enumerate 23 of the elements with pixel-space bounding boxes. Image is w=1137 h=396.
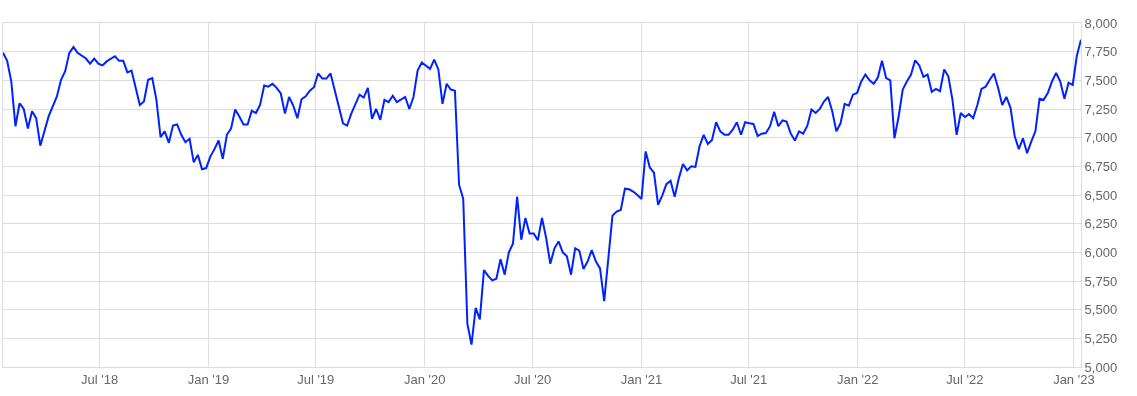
y-tick-label: 6,500: [1084, 187, 1118, 203]
line-series: [3, 38, 1081, 346]
x-tick-label: Jul '19: [297, 371, 335, 387]
y-tick-label: 7,250: [1084, 101, 1118, 117]
y-tick-label: 7,750: [1084, 44, 1118, 60]
x-tick-label: Jul '21: [730, 371, 768, 387]
y-tick-label: 7,500: [1084, 72, 1118, 88]
x-tick-label: Jan '22: [836, 371, 879, 387]
x-tick-label: Jan '21: [620, 371, 663, 387]
y-tick-label: 7,000: [1084, 130, 1118, 146]
y-tick-label: 5,250: [1084, 330, 1118, 346]
y-tick-label: 8,000: [1084, 15, 1118, 31]
x-tick-label: Jan '20: [403, 371, 446, 387]
x-tick-label: Jan '19: [187, 371, 230, 387]
y-tick-label: 5,000: [1084, 359, 1118, 375]
y-tick-label: 6,250: [1084, 216, 1118, 232]
y-tick-label: 6,750: [1084, 158, 1118, 174]
y-tick-label: 5,750: [1084, 273, 1118, 289]
x-tick-label: Jul '22: [946, 371, 984, 387]
y-tick-label: 6,000: [1084, 244, 1118, 260]
y-tick-label: 5,500: [1084, 302, 1118, 318]
x-tick-label: Jul '20: [513, 371, 552, 387]
x-tick-label: Jul '18: [80, 371, 119, 387]
